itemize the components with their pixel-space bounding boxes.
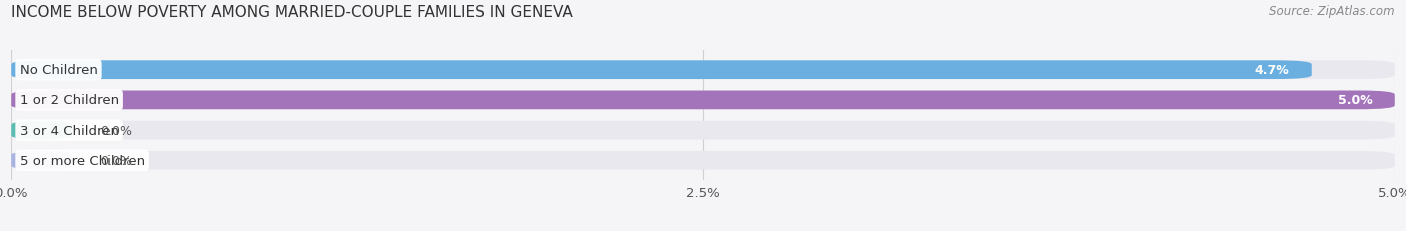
FancyBboxPatch shape bbox=[11, 91, 1395, 110]
Text: No Children: No Children bbox=[20, 64, 97, 77]
Text: INCOME BELOW POVERTY AMONG MARRIED-COUPLE FAMILIES IN GENEVA: INCOME BELOW POVERTY AMONG MARRIED-COUPL… bbox=[11, 5, 574, 20]
FancyBboxPatch shape bbox=[11, 61, 1312, 80]
Text: 0.0%: 0.0% bbox=[100, 124, 132, 137]
FancyBboxPatch shape bbox=[11, 151, 72, 170]
Text: 5.0%: 5.0% bbox=[1339, 94, 1372, 107]
FancyBboxPatch shape bbox=[11, 121, 1395, 140]
FancyBboxPatch shape bbox=[11, 91, 1395, 110]
Text: 0.0%: 0.0% bbox=[100, 154, 132, 167]
FancyBboxPatch shape bbox=[11, 61, 1395, 80]
Text: 3 or 4 Children: 3 or 4 Children bbox=[20, 124, 118, 137]
Text: 4.7%: 4.7% bbox=[1256, 64, 1289, 77]
Text: 1 or 2 Children: 1 or 2 Children bbox=[20, 94, 118, 107]
Text: Source: ZipAtlas.com: Source: ZipAtlas.com bbox=[1270, 5, 1395, 18]
FancyBboxPatch shape bbox=[11, 121, 72, 140]
Text: 5 or more Children: 5 or more Children bbox=[20, 154, 145, 167]
FancyBboxPatch shape bbox=[11, 151, 1395, 170]
